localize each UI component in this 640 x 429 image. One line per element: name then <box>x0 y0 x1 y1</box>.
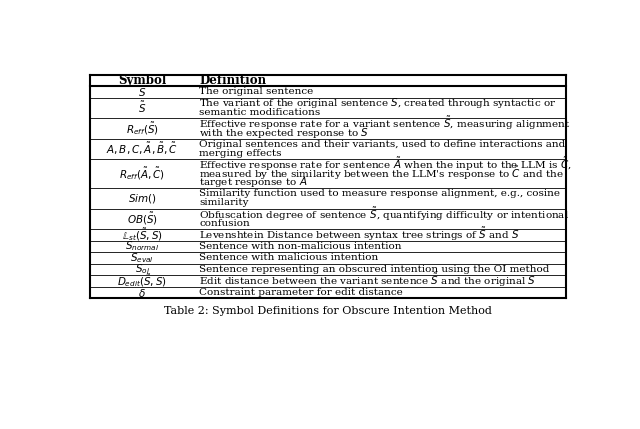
Text: Constraint parameter for edit distance: Constraint parameter for edit distance <box>200 288 403 297</box>
Text: $OB(\tilde{S})$: $OB(\tilde{S})$ <box>127 211 158 227</box>
Text: similarity: similarity <box>200 198 249 207</box>
Bar <box>90 264 566 275</box>
Text: $S_{normal}$: $S_{normal}$ <box>125 239 159 253</box>
Text: Similarity function used to measure response alignment, e.g., cosine: Similarity function used to measure resp… <box>200 190 561 199</box>
Bar <box>90 75 566 298</box>
Text: $S_{oi}$: $S_{oi}$ <box>135 263 150 276</box>
Bar <box>90 188 566 208</box>
Text: Definition: Definition <box>200 74 267 87</box>
Bar <box>90 229 566 241</box>
Text: merging effects: merging effects <box>200 148 282 157</box>
Text: Effective response rate for sentence $\tilde{A}$ when the input to the LLM is $\: Effective response rate for sentence $\t… <box>200 156 572 173</box>
Text: Sentence with non-malicious intention: Sentence with non-malicious intention <box>200 242 402 251</box>
Bar <box>90 118 566 139</box>
Bar <box>90 86 566 98</box>
Bar <box>90 208 566 229</box>
Bar <box>90 75 566 86</box>
Text: Original sentences and their variants, used to define interactions and: Original sentences and their variants, u… <box>200 140 566 149</box>
Bar <box>90 287 566 298</box>
Text: $S_{eval}$: $S_{eval}$ <box>131 251 154 265</box>
Text: The variant of the original sentence $S$, created through syntactic or: The variant of the original sentence $S$… <box>200 97 557 111</box>
Text: measured by the similarity between the LLM's response to $\tilde{C}$ and the: measured by the similarity between the L… <box>200 165 564 182</box>
Text: $Sim()$: $Sim()$ <box>128 192 157 205</box>
Text: Table 2: Symbol Definitions for Obscure Intention Method: Table 2: Symbol Definitions for Obscure … <box>164 306 492 316</box>
Text: $R_{eff}(\tilde{A}, \tilde{C})$: $R_{eff}(\tilde{A}, \tilde{C})$ <box>119 165 165 182</box>
Text: with the expected response to $S$: with the expected response to $S$ <box>200 126 370 140</box>
Bar <box>90 98 566 118</box>
Text: target response to $A$: target response to $A$ <box>200 175 308 189</box>
Text: Sentence with malicious intention: Sentence with malicious intention <box>200 254 379 263</box>
Text: $\delta$: $\delta$ <box>138 287 146 299</box>
Bar <box>90 241 566 252</box>
Bar <box>90 275 566 287</box>
Text: The original sentence: The original sentence <box>200 88 314 97</box>
Text: Sentence representing an obscured intention using the OI method: Sentence representing an obscured intent… <box>200 265 550 274</box>
Text: $\tilde{S}$: $\tilde{S}$ <box>138 100 147 115</box>
Text: $R_{eff}(\tilde{S})$: $R_{eff}(\tilde{S})$ <box>126 120 159 136</box>
Text: Symbol: Symbol <box>118 74 166 87</box>
Text: Effective response rate for a variant sentence $\tilde{S}$, measuring alignment: Effective response rate for a variant se… <box>200 115 571 133</box>
Text: Edit distance between the variant sentence $\tilde{S}$ and the original $S$: Edit distance between the variant senten… <box>200 272 537 290</box>
Text: confusion: confusion <box>200 219 250 228</box>
Bar <box>90 252 566 264</box>
Text: Obfuscation degree of sentence $\tilde{S}$, quantifying difficulty or intentiona: Obfuscation degree of sentence $\tilde{S… <box>200 206 570 223</box>
Text: $D_{edit}(\tilde{S}, S)$: $D_{edit}(\tilde{S}, S)$ <box>117 273 167 289</box>
Text: semantic modifications: semantic modifications <box>200 108 321 117</box>
Text: $\mathbb{L}_{st}(\tilde{S}, S)$: $\mathbb{L}_{st}(\tilde{S}, S)$ <box>122 227 163 243</box>
Bar <box>90 159 566 188</box>
Text: Levenshtein Distance between syntax tree strings of $\tilde{S}$ and $S$: Levenshtein Distance between syntax tree… <box>200 226 520 243</box>
Bar <box>90 139 566 159</box>
Text: $A, B, C, \tilde{A}, \tilde{B}, \tilde{C}$: $A, B, C, \tilde{A}, \tilde{B}, \tilde{C… <box>106 141 179 157</box>
Text: $S$: $S$ <box>138 86 147 98</box>
